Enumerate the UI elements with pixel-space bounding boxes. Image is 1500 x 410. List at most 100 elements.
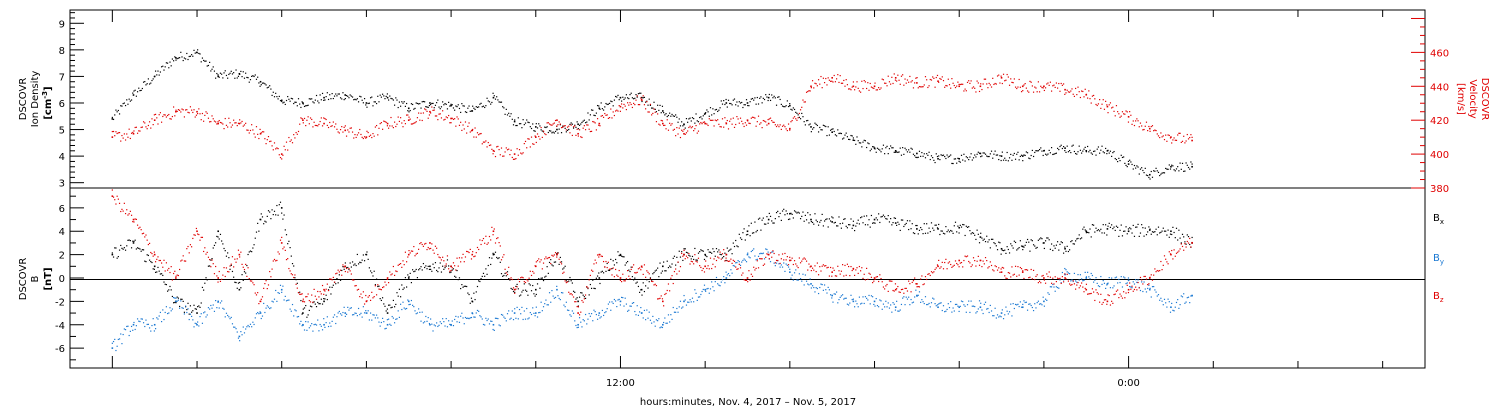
density-series-dot [1029,158,1031,160]
bx-series-dot [255,231,258,233]
bx-series-dot [894,217,897,220]
density-series-dot [912,153,915,155]
bx-series-dot [1043,247,1045,250]
bx-series-dot [572,290,575,292]
velocity-series-point [280,153,283,155]
velocity-series-point [577,132,579,135]
velocity-series-dot [717,119,719,121]
density-series-dot [1014,158,1017,160]
by-series-dot [634,310,636,313]
bz-series-dot [111,189,113,191]
bx-series-dot [611,267,613,270]
bx-series-dot [523,283,525,285]
by-series-dot [401,308,403,311]
density-series-dot [172,60,175,62]
by-series-dot [984,301,987,303]
bz-series-dot [802,258,804,260]
velocity-series-dot [133,130,135,132]
by-series-dot [975,312,977,314]
density-series-dot [916,156,918,159]
by-series-dot [409,303,411,305]
bz-series-dot [385,284,387,286]
bx-series-dot [756,229,758,232]
velocity-series-dot [926,79,928,81]
bz-series-dot [827,266,829,268]
velocity-series-dot [709,119,712,121]
density-series-dot [897,151,899,154]
by-series-dot [255,313,258,315]
bx-series-dot [862,222,864,224]
bx-series-dot [554,261,557,263]
by-series-dot [521,306,523,309]
bz-series-dot [1113,293,1115,296]
by-series-dot [819,286,821,289]
bz-series-point [365,300,368,303]
bx-series-dot [276,204,278,207]
bx-series-dot [951,230,953,232]
density-series-dot [218,76,220,78]
bz-series-dot [445,263,447,265]
density-series-dot [641,100,643,103]
density-series-dot [948,155,951,157]
bz-series-dot [170,266,172,268]
velocity-series-point [1064,88,1066,91]
bz-series-dot [1091,288,1094,290]
by-series-dot [136,318,139,320]
bz-series-dot [152,255,154,257]
bz-series-dot [360,293,362,295]
velocity-series-dot [212,118,214,120]
by-series-dot [1107,282,1109,284]
velocity-series-dot [356,134,358,136]
bz-series-dot [320,293,322,295]
bx-series-dot [1147,231,1149,233]
by-series-dot [147,323,149,325]
bx-series-dot [361,259,363,261]
velocity-series-dot [616,109,618,111]
by-series-dot [475,312,477,314]
by-series-dot [338,310,340,313]
bz-series-dot [505,272,507,274]
velocity-series-dot [1111,107,1113,109]
bx-series-dot [289,247,291,249]
density-series-dot [1120,154,1122,156]
bx-series-dot [311,306,313,308]
bz-series-dot [162,266,164,268]
by-series-dot [397,310,399,312]
velocity-series-dot [771,120,773,122]
bz-series-dot [606,266,608,269]
velocity-series-dot [498,148,500,151]
by-series-dot [442,318,444,320]
by-series-dot [215,299,217,302]
by-series-point [662,323,664,326]
bz-series-dot [1066,273,1068,275]
velocity-series-dot [832,81,834,83]
by-series-dot [404,308,407,310]
bz-series-dot [857,272,859,275]
velocity-series-dot [201,112,204,115]
by-series-dot [1091,274,1094,277]
by-series-point [1085,277,1088,279]
velocity-series-dot [636,95,638,97]
density-series-point [492,96,495,99]
by-series-dot [336,316,338,318]
bx-series-dot [944,233,946,235]
by-series-dot [825,289,827,291]
bx-series-dot [1066,245,1068,247]
by-series-dot [1072,280,1074,283]
by-series-dot [1000,316,1002,318]
by-series-dot [1006,310,1008,312]
bz-series-dot [345,267,348,270]
bx-series-dot [657,267,659,269]
by-series-dot [828,289,830,291]
velocity-series-dot [140,126,142,129]
density-series-dot [335,93,337,95]
velocity-series-point [598,122,601,125]
bx-series-dot [1085,232,1088,234]
bx-series-point [1021,245,1024,248]
density-series-dot [532,123,534,125]
density-series-dot [118,113,121,115]
by-series-dot [144,325,146,328]
density-series-dot [404,105,407,107]
density-series-dot [835,135,838,137]
by-series-dot [1064,267,1066,270]
